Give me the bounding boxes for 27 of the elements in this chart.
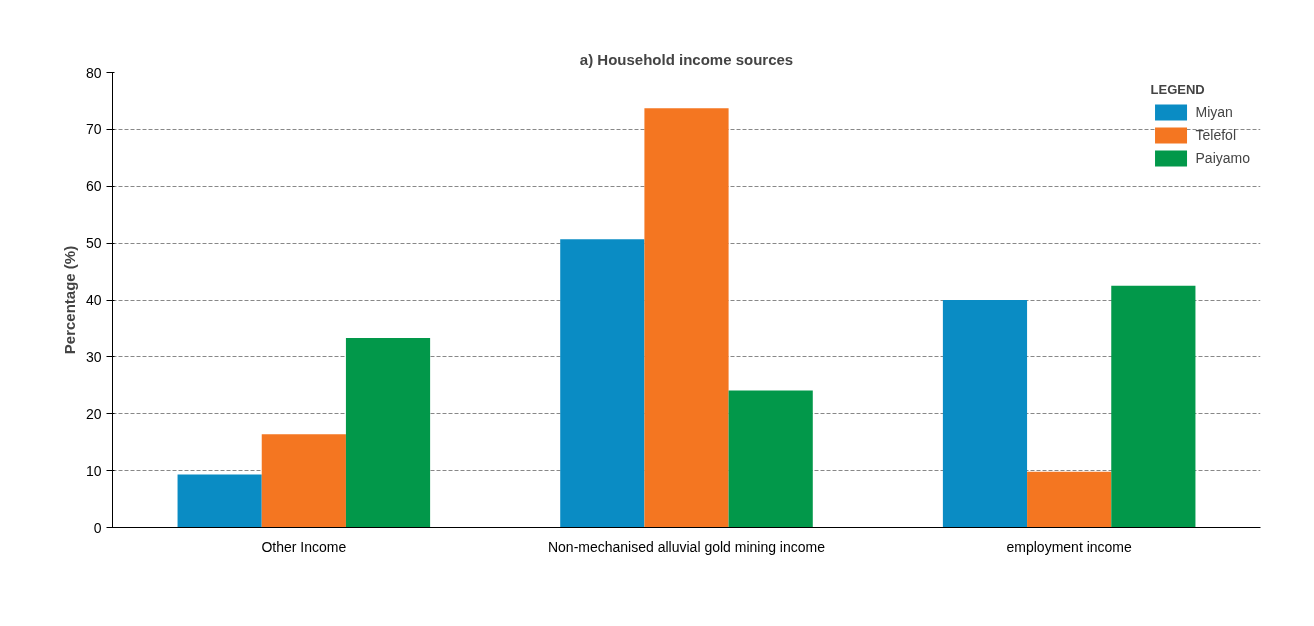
y-tick-label: 70 — [85, 121, 102, 138]
y-axis-title: Percentage (%) — [60, 245, 78, 355]
bar — [1111, 285, 1196, 528]
bar — [942, 300, 1028, 528]
bar — [1027, 471, 1112, 528]
bar — [345, 338, 431, 528]
x-tick-label: employment income — [1006, 538, 1133, 555]
y-tick-label: 40 — [85, 292, 102, 308]
legend-label: Miyan — [1195, 104, 1233, 120]
bar — [644, 108, 729, 528]
y-tick-label: 10 — [85, 462, 102, 479]
x-tick-label: Other Income — [261, 538, 347, 555]
y-tick-label: 30 — [85, 348, 102, 365]
y-tick-label: 20 — [85, 405, 102, 422]
chart-title: a) Household income sources — [579, 50, 794, 68]
legend-label: Telefol — [1195, 127, 1236, 143]
bar — [728, 390, 813, 528]
bar — [261, 434, 346, 528]
bar — [177, 474, 262, 528]
y-tick-label: 80 — [85, 64, 102, 81]
y-tick-label: 50 — [85, 235, 102, 252]
legend-label: Paiyamo — [1195, 150, 1250, 166]
bar — [560, 239, 645, 528]
y-tick-label: 0 — [93, 519, 102, 536]
y-tick-label: 60 — [85, 178, 102, 195]
legend-title: LEGEND — [1150, 82, 1206, 97]
x-tick-label: Non-mechanised alluvial gold mining income — [547, 538, 826, 555]
